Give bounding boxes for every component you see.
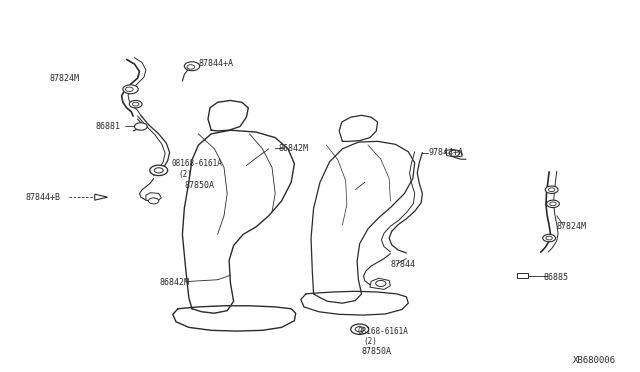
Text: 86885: 86885 xyxy=(544,273,569,282)
Text: 86881: 86881 xyxy=(95,122,120,131)
Circle shape xyxy=(125,87,133,92)
Text: 87844: 87844 xyxy=(390,260,415,269)
Circle shape xyxy=(449,150,460,156)
Circle shape xyxy=(546,236,552,240)
Circle shape xyxy=(355,327,364,332)
Circle shape xyxy=(134,123,147,130)
Text: 08168-6161A: 08168-6161A xyxy=(172,159,222,168)
Polygon shape xyxy=(146,193,161,202)
Text: 87824M: 87824M xyxy=(50,74,80,83)
Text: (2): (2) xyxy=(178,170,192,179)
Polygon shape xyxy=(370,278,390,289)
Circle shape xyxy=(123,85,138,94)
Polygon shape xyxy=(445,150,462,157)
Text: XB680006: XB680006 xyxy=(573,356,616,365)
Circle shape xyxy=(148,198,159,204)
Text: 97844+A: 97844+A xyxy=(429,148,464,157)
Circle shape xyxy=(548,188,555,192)
Circle shape xyxy=(351,324,369,334)
Circle shape xyxy=(154,168,163,173)
Text: 86842M: 86842M xyxy=(278,144,308,153)
Text: 87824M: 87824M xyxy=(557,222,587,231)
Text: 87844+A: 87844+A xyxy=(198,59,234,68)
Text: 87850A: 87850A xyxy=(362,347,392,356)
Circle shape xyxy=(150,165,168,176)
Text: 08168-6161A: 08168-6161A xyxy=(357,327,408,336)
Circle shape xyxy=(132,102,139,106)
Text: 86842M: 86842M xyxy=(160,278,190,287)
Circle shape xyxy=(129,100,142,108)
Text: 87850A: 87850A xyxy=(184,182,214,190)
Circle shape xyxy=(184,62,200,71)
Circle shape xyxy=(547,200,559,208)
Text: (2): (2) xyxy=(364,337,378,346)
Circle shape xyxy=(543,234,556,242)
Text: 87844+B: 87844+B xyxy=(26,193,61,202)
Circle shape xyxy=(545,186,558,193)
Circle shape xyxy=(187,65,195,69)
Circle shape xyxy=(376,280,386,286)
Polygon shape xyxy=(517,273,528,278)
Circle shape xyxy=(550,202,556,206)
Polygon shape xyxy=(95,194,108,200)
